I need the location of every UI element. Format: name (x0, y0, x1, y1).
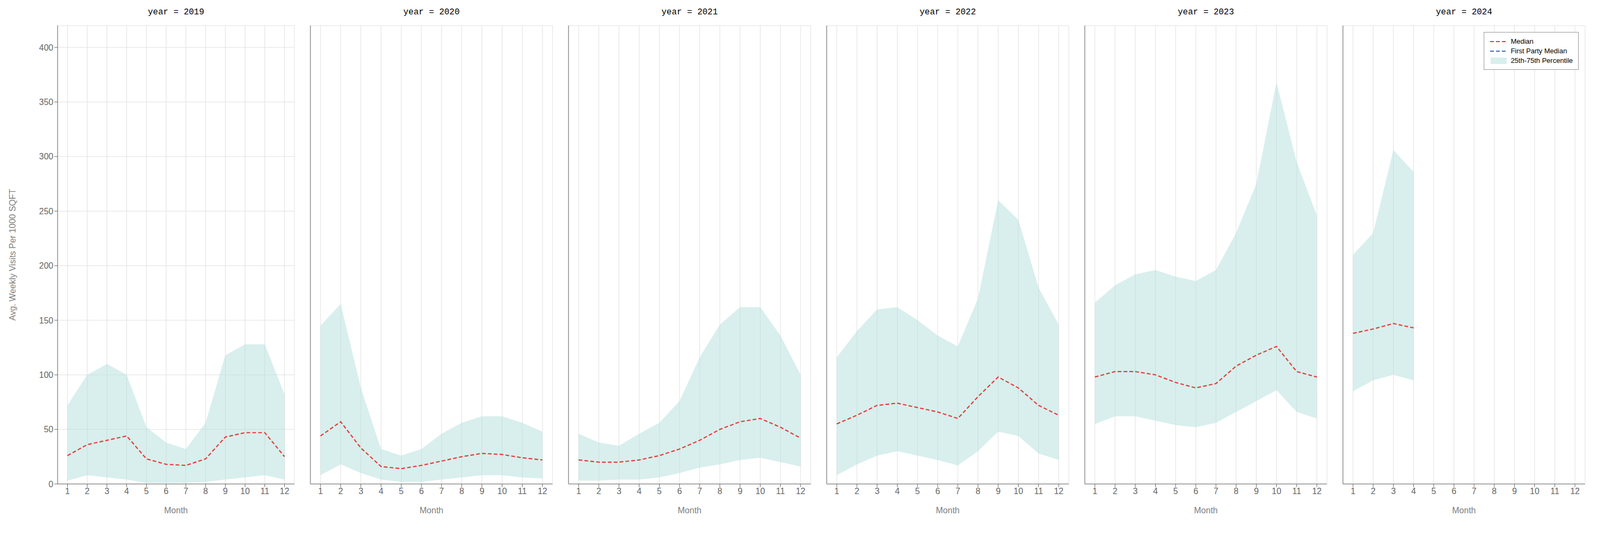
svg-text:7: 7 (183, 486, 189, 496)
svg-text:Month: Month (164, 506, 188, 516)
svg-text:9: 9 (1253, 486, 1259, 496)
svg-text:11: 11 (1034, 486, 1044, 496)
html-text:year = 2024: year = 2024 (1435, 7, 1493, 18)
svg-text:11: 11 (517, 486, 527, 496)
html-text:year = 2019: year = 2019 (147, 7, 205, 18)
svg-text:10: 10 (1013, 486, 1024, 496)
svg-text:100: 100 (38, 370, 54, 380)
svg-text:8: 8 (1491, 486, 1497, 496)
html-text:First Party Median: First Party Median (1510, 46, 1567, 55)
svg-text:12: 12 (1053, 486, 1064, 496)
svg-text:4: 4 (1153, 486, 1158, 496)
svg-text:5: 5 (1173, 486, 1179, 496)
svg-text:1: 1 (317, 486, 323, 496)
svg-text:Avg. Weekly Visits Per 1000 SQ: Avg. Weekly Visits Per 1000 SQFT (8, 188, 18, 321)
svg-text:7: 7 (955, 486, 960, 496)
svg-text:6: 6 (677, 486, 683, 496)
svg-text:4: 4 (1411, 486, 1416, 496)
html-text:year = 2022: year = 2022 (919, 7, 976, 18)
html-text:year = 2020: year = 2020 (403, 7, 460, 18)
svg-text:10: 10 (755, 486, 766, 496)
html-text:year = 2023: year = 2023 (1177, 7, 1235, 18)
svg-text:5: 5 (915, 486, 920, 496)
svg-text:2: 2 (1370, 486, 1376, 496)
html-text:25th-75th Percentile: 25th-75th Percentile (1510, 56, 1573, 65)
svg-text:5: 5 (657, 486, 662, 496)
svg-text:6: 6 (1193, 486, 1199, 496)
svg-text:11: 11 (1550, 486, 1560, 496)
svg-text:5: 5 (398, 486, 404, 496)
svg-text:7: 7 (1471, 486, 1477, 496)
svg-text:Month: Month (936, 506, 960, 516)
svg-text:6: 6 (163, 486, 169, 496)
svg-text:250: 250 (38, 206, 54, 216)
svg-text:4: 4 (636, 486, 642, 496)
svg-text:11: 11 (1292, 486, 1302, 496)
svg-text:1: 1 (65, 486, 70, 496)
svg-text:Month: Month (1194, 506, 1218, 516)
svg-text:2: 2 (1112, 486, 1118, 496)
svg-text:7: 7 (1213, 486, 1219, 496)
svg-text:12: 12 (1570, 486, 1580, 496)
svg-text:4: 4 (894, 486, 900, 496)
svg-text:10: 10 (1272, 486, 1282, 496)
svg-text:9: 9 (995, 486, 1001, 496)
svg-text:8: 8 (203, 486, 208, 496)
svg-text:8: 8 (459, 486, 464, 496)
svg-text:9: 9 (1512, 486, 1517, 496)
svg-text:400: 400 (38, 43, 54, 53)
svg-text:Month: Month (419, 506, 444, 516)
html-text:year = 2021: year = 2021 (661, 7, 718, 18)
svg-text:6: 6 (1451, 486, 1457, 496)
svg-text:0: 0 (48, 480, 54, 490)
svg-text:3: 3 (1390, 486, 1396, 496)
html-text:Median: Median (1510, 37, 1534, 46)
svg-text:Month: Month (677, 506, 702, 516)
svg-text:7: 7 (697, 486, 702, 496)
svg-text:12: 12 (280, 486, 290, 496)
svg-text:4: 4 (124, 486, 130, 496)
svg-text:12: 12 (795, 486, 806, 496)
svg-text:350: 350 (38, 97, 54, 107)
svg-text:5: 5 (1431, 486, 1437, 496)
svg-text:11: 11 (260, 486, 270, 496)
svg-text:2: 2 (84, 486, 90, 496)
svg-text:1: 1 (576, 486, 581, 496)
svg-text:9: 9 (222, 486, 228, 496)
svg-text:10: 10 (497, 486, 508, 496)
svg-text:1: 1 (1092, 486, 1098, 496)
svg-text:1: 1 (1350, 486, 1356, 496)
svg-text:Month: Month (1452, 506, 1476, 516)
svg-text:9: 9 (479, 486, 485, 496)
svg-text:12: 12 (1312, 486, 1322, 496)
svg-text:3: 3 (616, 486, 622, 496)
svg-text:10: 10 (1530, 486, 1540, 496)
svg-text:12: 12 (537, 486, 548, 496)
svg-text:8: 8 (717, 486, 723, 496)
svg-text:3: 3 (874, 486, 880, 496)
svg-text:8: 8 (1233, 486, 1239, 496)
svg-text:3: 3 (1132, 486, 1138, 496)
svg-text:7: 7 (438, 486, 444, 496)
svg-text:6: 6 (935, 486, 941, 496)
svg-text:2: 2 (596, 486, 602, 496)
svg-text:9: 9 (737, 486, 743, 496)
svg-text:1: 1 (834, 486, 839, 496)
svg-text:3: 3 (358, 486, 364, 496)
svg-text:4: 4 (378, 486, 384, 496)
svg-text:50: 50 (43, 425, 54, 435)
svg-text:150: 150 (38, 316, 54, 326)
svg-text:2: 2 (338, 486, 343, 496)
svg-text:11: 11 (776, 486, 786, 496)
svg-text:200: 200 (38, 261, 54, 271)
svg-text:5: 5 (144, 486, 149, 496)
svg-text:10: 10 (240, 486, 251, 496)
svg-text:3: 3 (104, 486, 110, 496)
svg-text:2: 2 (854, 486, 860, 496)
svg-text:300: 300 (38, 152, 54, 162)
svg-text:6: 6 (419, 486, 424, 496)
svg-text:8: 8 (975, 486, 981, 496)
